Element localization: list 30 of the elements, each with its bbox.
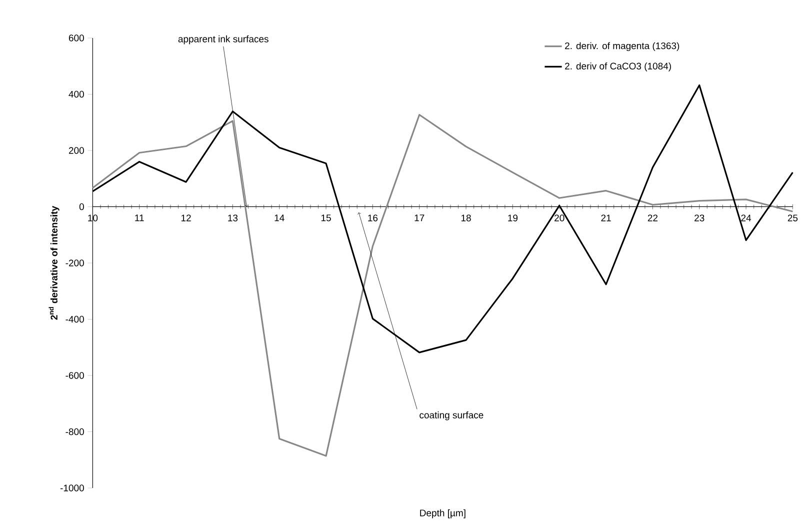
x-tick-label: 16 [368, 214, 378, 222]
x-tick-label: 18 [461, 214, 471, 222]
legend-label: 2. deriv of CaCO3 (1084) [565, 62, 671, 72]
x-tick-label: 11 [135, 214, 144, 222]
x-axis-title: Depth [µm] [420, 509, 466, 518]
annotation: apparent ink surfaces [178, 35, 268, 44]
x-tick-label: 15 [321, 214, 331, 222]
x-tick-label: 14 [274, 214, 284, 222]
x-tick-label: 25 [788, 214, 798, 222]
y-axis-title: 2$^{nd}$ derivative of intensity [48, 206, 60, 320]
y-tick-label: -200 [66, 260, 84, 266]
y-tick-label: -1000 [60, 484, 84, 492]
y-tick-label: 600 [68, 34, 84, 42]
x-tick-label: 20 [554, 214, 564, 222]
x-tick-label: 24 [741, 214, 752, 222]
y-tick-label: -400 [66, 316, 84, 323]
x-tick-label: 21 [601, 214, 611, 222]
y-tick-label: 200 [68, 147, 84, 154]
x-tick-label: 22 [648, 214, 658, 222]
annotation: coating surface [420, 411, 484, 420]
y-tick-label: 0 [79, 203, 84, 210]
y-tick-label: -800 [66, 428, 84, 436]
x-tick-label: 17 [414, 214, 424, 222]
legend-label: 2. deriv. of magenta (1363) [565, 42, 680, 52]
x-tick-label: 12 [181, 214, 191, 222]
x-tick-label: 13 [228, 214, 238, 222]
y-tick-label: 400 [68, 90, 84, 98]
x-tick-label: 23 [694, 214, 704, 222]
y-tick-label: -600 [66, 372, 84, 379]
x-tick-label: 19 [508, 214, 518, 222]
